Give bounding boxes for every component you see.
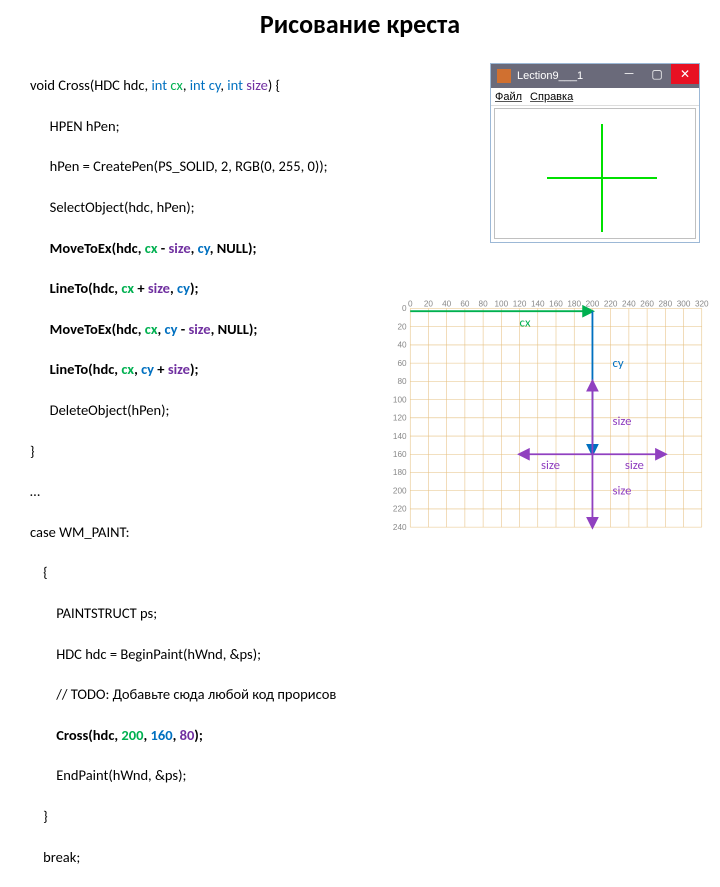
window-title: Lection9___1: [517, 70, 583, 82]
code-line-17: Cross(hdc, 200, 160, 80);: [30, 725, 336, 745]
svg-text:80: 80: [397, 377, 407, 386]
svg-text:260: 260: [640, 300, 654, 309]
close-button[interactable]: ✕: [671, 64, 699, 84]
minimize-button[interactable]: —: [615, 64, 643, 84]
code-line-12: case WM_PAINT:: [30, 522, 336, 542]
svg-text:220: 220: [604, 300, 618, 309]
svg-text:320: 320: [695, 300, 709, 309]
svg-text:100: 100: [393, 395, 407, 404]
code-line-9: DeleteObject(hPen);: [30, 400, 336, 420]
menu-help[interactable]: Справка: [530, 91, 573, 103]
svg-text:size: size: [625, 458, 644, 473]
svg-text:240: 240: [393, 523, 407, 532]
code-line-3: hPen = CreatePen(PS_SOLID, 2, RGB(0, 255…: [30, 156, 336, 176]
svg-text:300: 300: [677, 300, 691, 309]
code-block: void Cross(HDC hdc, int cx, int cy, int …: [30, 55, 336, 887]
svg-text:220: 220: [393, 505, 407, 514]
svg-text:80: 80: [479, 300, 489, 309]
svg-text:cy: cy: [612, 356, 623, 371]
code-line-1: void Cross(HDC hdc, int cx, int cy, int …: [30, 75, 336, 95]
code-line-11: …: [30, 481, 336, 501]
canvas-area: [494, 108, 696, 239]
svg-text:120: 120: [393, 414, 407, 423]
svg-text:200: 200: [393, 486, 407, 495]
svg-text:20: 20: [424, 300, 434, 309]
svg-text:140: 140: [393, 432, 407, 441]
svg-text:60: 60: [397, 359, 407, 368]
code-line-20: break;: [30, 847, 336, 867]
app-icon: [497, 69, 511, 83]
svg-text:size: size: [612, 483, 631, 498]
svg-text:240: 240: [622, 300, 636, 309]
svg-text:40: 40: [397, 341, 407, 350]
svg-text:size: size: [612, 414, 631, 429]
svg-text:160: 160: [549, 300, 563, 309]
svg-text:160: 160: [393, 450, 407, 459]
app-window: Lection9___1 — ▢ ✕ Файл Справка: [490, 63, 700, 243]
window-controls: — ▢ ✕: [615, 64, 699, 84]
svg-text:200: 200: [586, 300, 600, 309]
svg-text:40: 40: [442, 300, 452, 309]
code-line-4: SelectObject(hdc, hPen);: [30, 197, 336, 217]
code-line-5: MoveToEx(hdc, cx - size, cy, NULL);: [30, 238, 336, 258]
svg-text:60: 60: [460, 300, 470, 309]
svg-text:280: 280: [658, 300, 672, 309]
code-line-7: MoveToEx(hdc, cx, cy - size, NULL);: [30, 319, 336, 339]
svg-text:20: 20: [397, 322, 407, 331]
svg-text:0: 0: [402, 304, 407, 313]
grid-diagram: 0204060801001201401601802002202402602803…: [392, 292, 720, 540]
code-line-14: PAINTSTRUCT ps;: [30, 603, 336, 623]
code-line-16: // TODO: Добавьте сюда любой код прорисо…: [30, 684, 336, 704]
svg-text:140: 140: [531, 300, 545, 309]
code-line-8: LineTo(hdc, cx, cy + size);: [30, 359, 336, 379]
code-line-2: HPEN hPen;: [30, 116, 336, 136]
cross-vertical-icon: [601, 124, 603, 232]
svg-text:120: 120: [513, 300, 527, 309]
code-line-19: }: [30, 806, 336, 826]
menu-file[interactable]: Файл: [495, 91, 522, 103]
svg-text:100: 100: [494, 300, 508, 309]
maximize-button[interactable]: ▢: [643, 64, 671, 84]
window-titlebar[interactable]: Lection9___1 — ▢ ✕: [491, 64, 699, 88]
svg-text:size: size: [541, 458, 560, 473]
svg-text:0: 0: [408, 300, 413, 309]
svg-text:cx: cx: [520, 316, 531, 331]
code-line-6: LineTo(hdc, cx + size, cy);: [30, 278, 336, 298]
code-line-18: EndPaint(hWnd, &ps);: [30, 765, 336, 785]
svg-text:180: 180: [567, 300, 581, 309]
page-title: Рисование креста: [0, 8, 720, 40]
code-line-15: HDC hdc = BeginPaint(hWnd, &ps);: [30, 644, 336, 664]
code-line-13: {: [30, 562, 336, 582]
svg-text:180: 180: [393, 468, 407, 477]
menu-bar: Файл Справка: [491, 88, 699, 106]
code-line-10: }: [30, 441, 336, 461]
